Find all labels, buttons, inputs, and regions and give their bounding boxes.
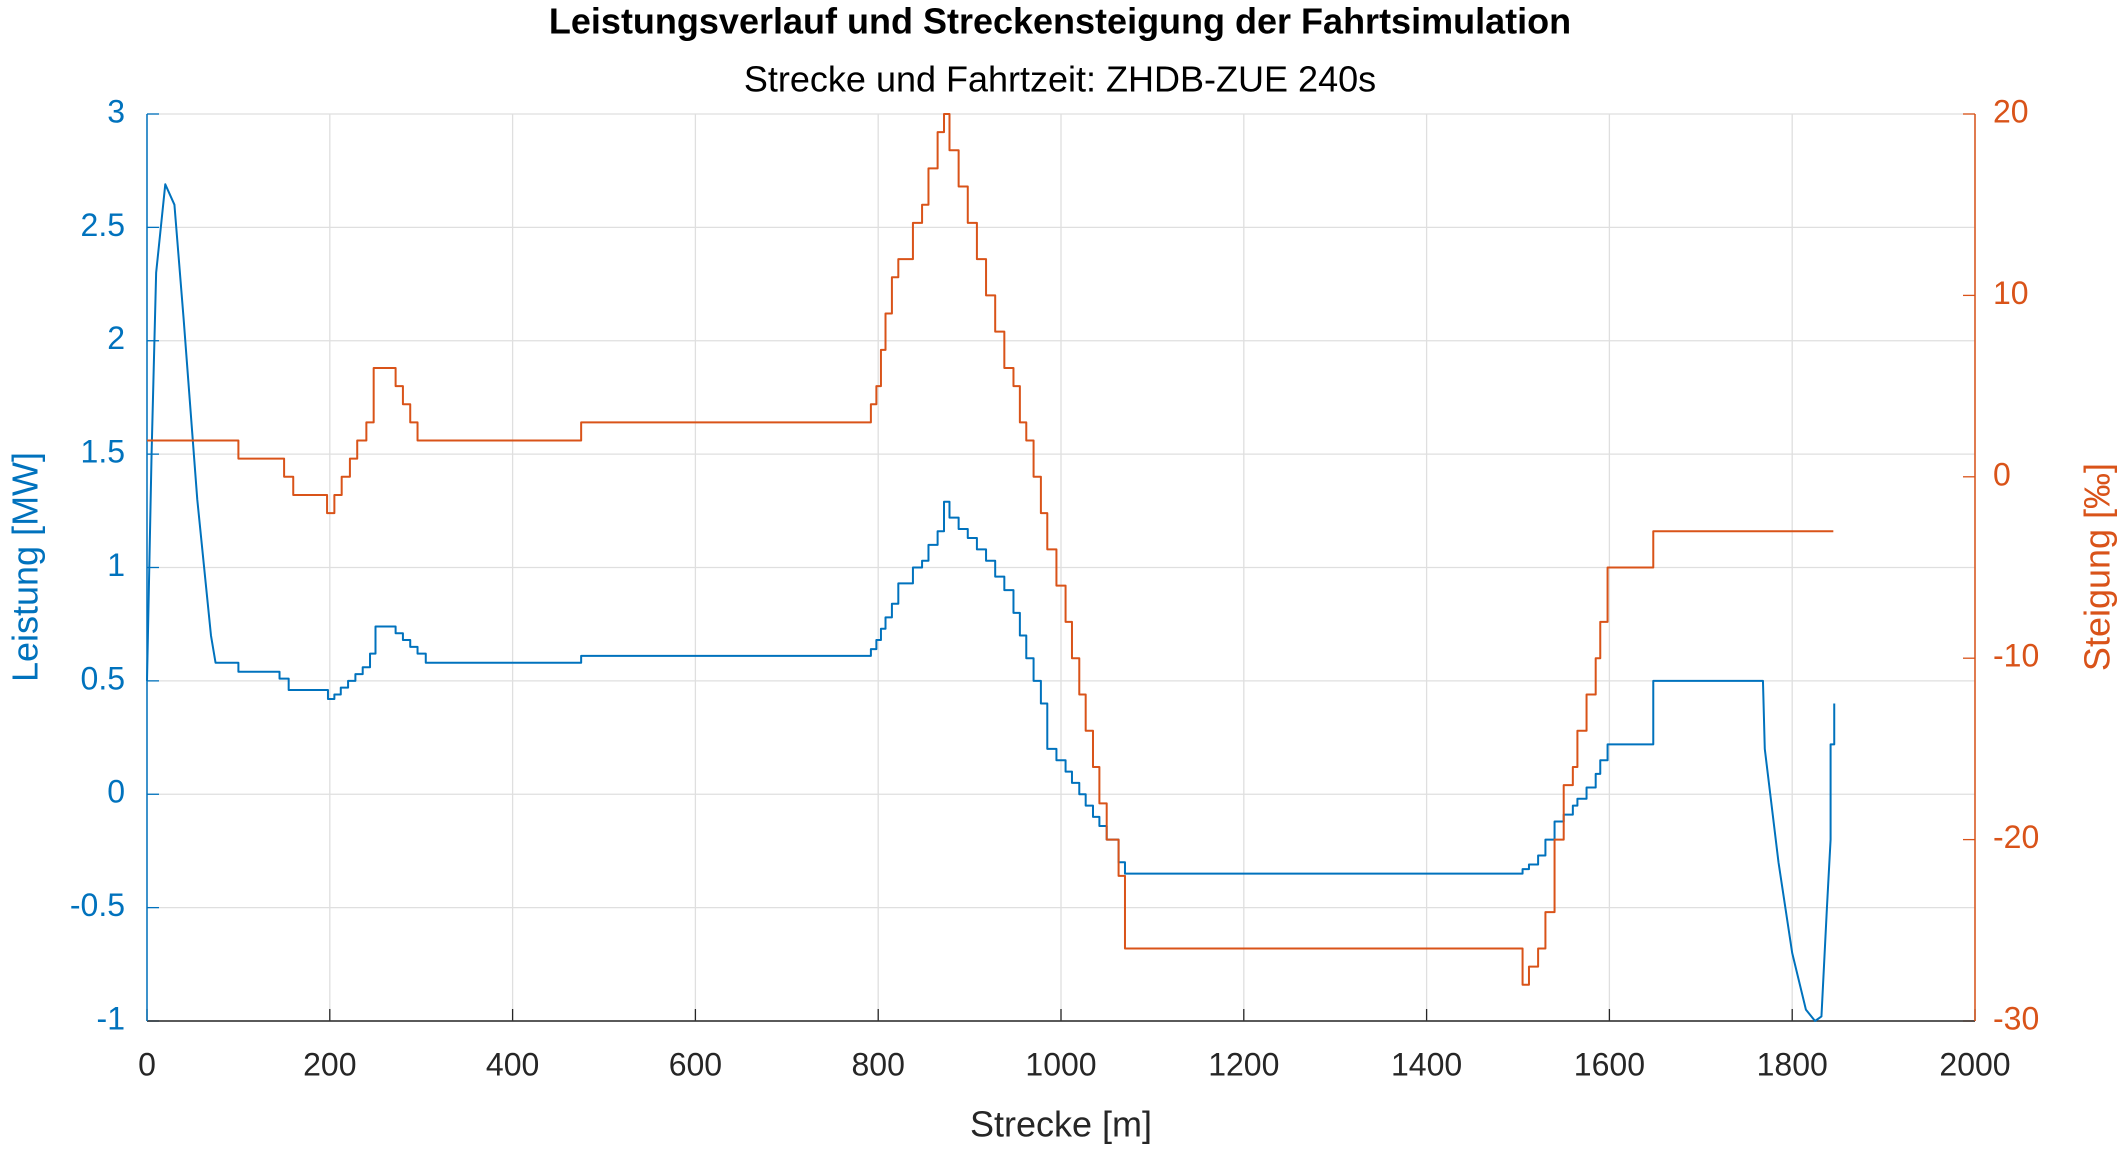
y-tick-label: 3 (107, 93, 125, 129)
y2-tick-label: -20 (1993, 819, 2039, 855)
chart-title: Leistungsverlauf und Streckensteigung de… (549, 1, 1571, 42)
y2-tick-label: -10 (1993, 638, 2039, 674)
y-tick-label: 0 (107, 774, 125, 810)
y-axis-label: Leistung [MW] (5, 452, 46, 682)
x-tick-label: 1800 (1757, 1046, 1828, 1082)
x-tick-label: 1200 (1208, 1046, 1279, 1082)
y-tick-label: 1.5 (81, 434, 125, 470)
y2-tick-label: 20 (1993, 93, 2029, 129)
x-tick-label: 200 (303, 1046, 356, 1082)
y2-tick-label: -30 (1993, 1000, 2039, 1036)
x-tick-label: 1600 (1574, 1046, 1645, 1082)
x-tick-label: 1000 (1025, 1046, 1096, 1082)
x-tick-label: 800 (852, 1046, 905, 1082)
y2-axis-label: Steigung [‰] (2077, 463, 2118, 671)
x-tick-label: 1400 (1391, 1046, 1462, 1082)
y-tick-label: 1 (107, 547, 125, 583)
y-tick-label: -0.5 (70, 887, 125, 923)
y-tick-label: 2 (107, 320, 125, 356)
data-line (147, 113, 1834, 986)
y-tick-label: 0.5 (81, 660, 125, 696)
x-tick-label: 400 (486, 1046, 539, 1082)
x-tick-label: 2000 (1939, 1046, 2010, 1082)
x-axis-label: Strecke [m] (970, 1104, 1152, 1145)
data-line (146, 183, 1836, 1022)
chart-subtitle: Strecke und Fahrtzeit: ZHDB-ZUE 240s (744, 59, 1376, 100)
y-tick-label: -1 (97, 1000, 125, 1036)
y2-tick-label: 10 (1993, 275, 2029, 311)
y-tick-label: 2.5 (81, 207, 125, 243)
x-tick-label: 0 (138, 1046, 156, 1082)
y2-tick-label: 0 (1993, 456, 2011, 492)
x-tick-label: 600 (669, 1046, 722, 1082)
